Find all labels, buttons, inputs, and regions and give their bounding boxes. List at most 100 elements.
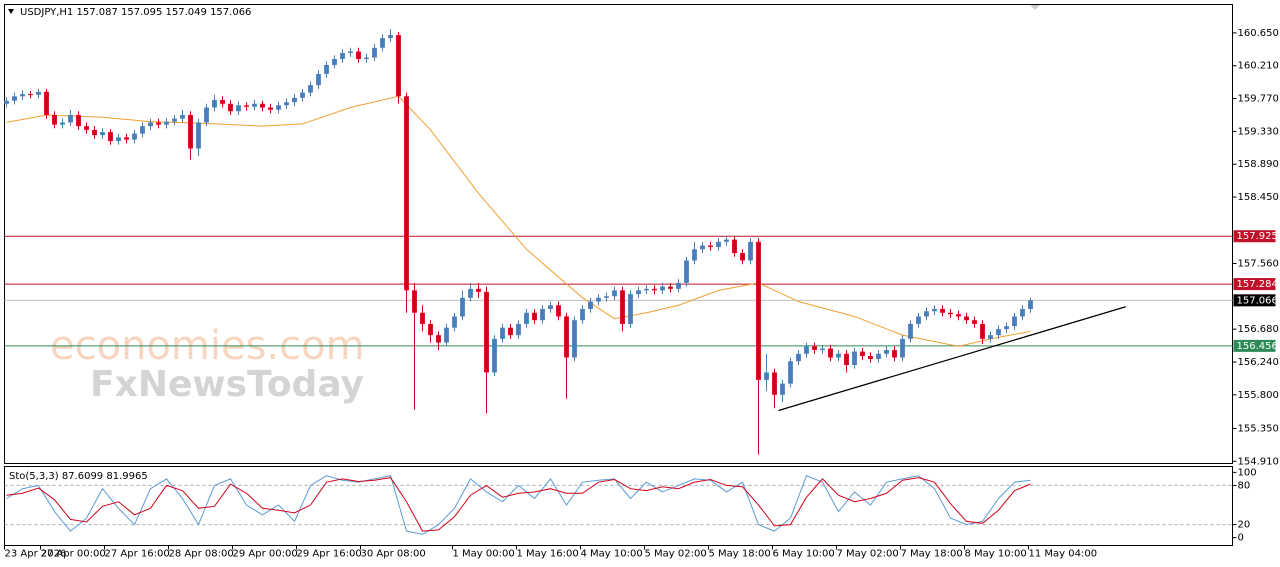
candle-body: [204, 107, 209, 123]
candle-body: [532, 312, 537, 321]
x-tick-label: 11 May 04:00: [1029, 549, 1098, 560]
candle-body: [20, 94, 25, 97]
candle-body: [332, 58, 337, 65]
x-tick-label: 6 May 10:00: [773, 549, 835, 560]
x-tick-label: 5 May 18:00: [709, 549, 771, 560]
candle-body: [636, 290, 641, 295]
candle-body: [700, 245, 705, 250]
candle-body: [388, 35, 393, 39]
menu-triangle: [8, 9, 14, 14]
candle-body: [340, 53, 345, 59]
y-tick-label: 160.650: [1238, 28, 1279, 39]
candle-body: [716, 241, 721, 248]
candle-body: [708, 245, 713, 248]
candle-body: [268, 107, 273, 110]
x-tick-label: 27 Apr 16:00: [105, 549, 170, 560]
candle-body: [516, 323, 521, 336]
candle-body: [660, 286, 665, 291]
candle-body: [756, 241, 761, 380]
candle-body: [540, 309, 545, 321]
x-tick-label: 8 May 10:00: [965, 549, 1027, 560]
candle-body: [140, 126, 145, 134]
y-tick-label: 0: [1238, 533, 1244, 544]
candle-body: [596, 297, 601, 302]
candle-body: [820, 348, 825, 351]
candle-body: [964, 316, 969, 321]
candle-body: [132, 133, 137, 140]
candle-body: [876, 353, 881, 360]
candle-body: [788, 361, 793, 384]
x-tick-label: 29 Apr 16:00: [297, 549, 362, 560]
level-label: 157.925: [1237, 231, 1278, 242]
candle-body: [548, 305, 553, 310]
candle-body: [1028, 300, 1033, 310]
y-tick-label: 156.680: [1238, 324, 1279, 335]
candle-body: [444, 327, 449, 343]
y-tick-label: 155.800: [1238, 390, 1279, 401]
candle-body: [956, 314, 961, 317]
candle-body: [604, 296, 609, 298]
candle-body: [836, 353, 841, 358]
candle-body: [4, 100, 9, 104]
candle-body: [236, 105, 241, 112]
candle-body: [156, 122, 161, 125]
candle-body: [364, 57, 369, 59]
candle-body: [484, 291, 489, 373]
candle-body: [852, 351, 857, 365]
stochastic-line: [6, 477, 1031, 532]
candle-body: [612, 290, 617, 297]
candle-body: [828, 348, 833, 358]
candle-body: [620, 290, 625, 324]
candle-body: [492, 338, 497, 373]
candle-body: [76, 114, 81, 127]
candle-body: [356, 51, 361, 59]
level-label-box: [1233, 230, 1276, 243]
candle-body: [300, 92, 305, 98]
y-tick-label: 157.560: [1238, 258, 1279, 269]
candle-body: [1020, 309, 1025, 317]
y-tick-label: 159.770: [1238, 94, 1279, 105]
candle-body: [948, 312, 953, 315]
y-tick-label: 156.240: [1238, 357, 1279, 368]
stochastic-plot: [4, 474, 1233, 535]
candle-body: [396, 35, 401, 97]
candle-body: [588, 301, 593, 310]
candle-body: [644, 288, 649, 291]
stochastic-panel: [4, 466, 1233, 546]
x-tick-label: 29 Apr 00:00: [233, 549, 298, 560]
candle-body: [868, 356, 873, 360]
candle-body: [228, 103, 233, 112]
candle-body: [556, 305, 561, 317]
candle-body: [692, 249, 697, 261]
candle-body: [652, 288, 657, 291]
candle-body: [100, 132, 105, 136]
candle-body: [500, 327, 505, 339]
candle-body: [988, 335, 993, 339]
candle-body: [900, 338, 905, 358]
candle-body: [812, 346, 817, 351]
candle-body: [572, 320, 577, 358]
candle-body: [740, 253, 745, 261]
candle-body: [732, 239, 737, 254]
candle-body: [380, 38, 385, 48]
x-tick-label: 1 May 00:00: [453, 549, 515, 560]
level-label: 157.284: [1237, 279, 1278, 290]
candle-body: [404, 96, 409, 291]
candle-body: [884, 350, 889, 354]
candle-body: [68, 114, 73, 123]
candle-body: [772, 372, 777, 395]
candle-body: [292, 97, 297, 103]
candle-body: [460, 297, 465, 317]
candle-body: [1004, 326, 1009, 330]
x-tick-label: 7 May 18:00: [901, 549, 963, 560]
plot: [4, 29, 1233, 455]
candle-body: [780, 383, 785, 395]
watermark-text: FxNewsToday: [90, 364, 364, 405]
candle-body: [324, 64, 329, 74]
y-tick-label: 100: [1238, 467, 1257, 478]
candle-body: [308, 85, 313, 93]
candle-body: [60, 122, 65, 125]
candle-body: [180, 114, 185, 119]
